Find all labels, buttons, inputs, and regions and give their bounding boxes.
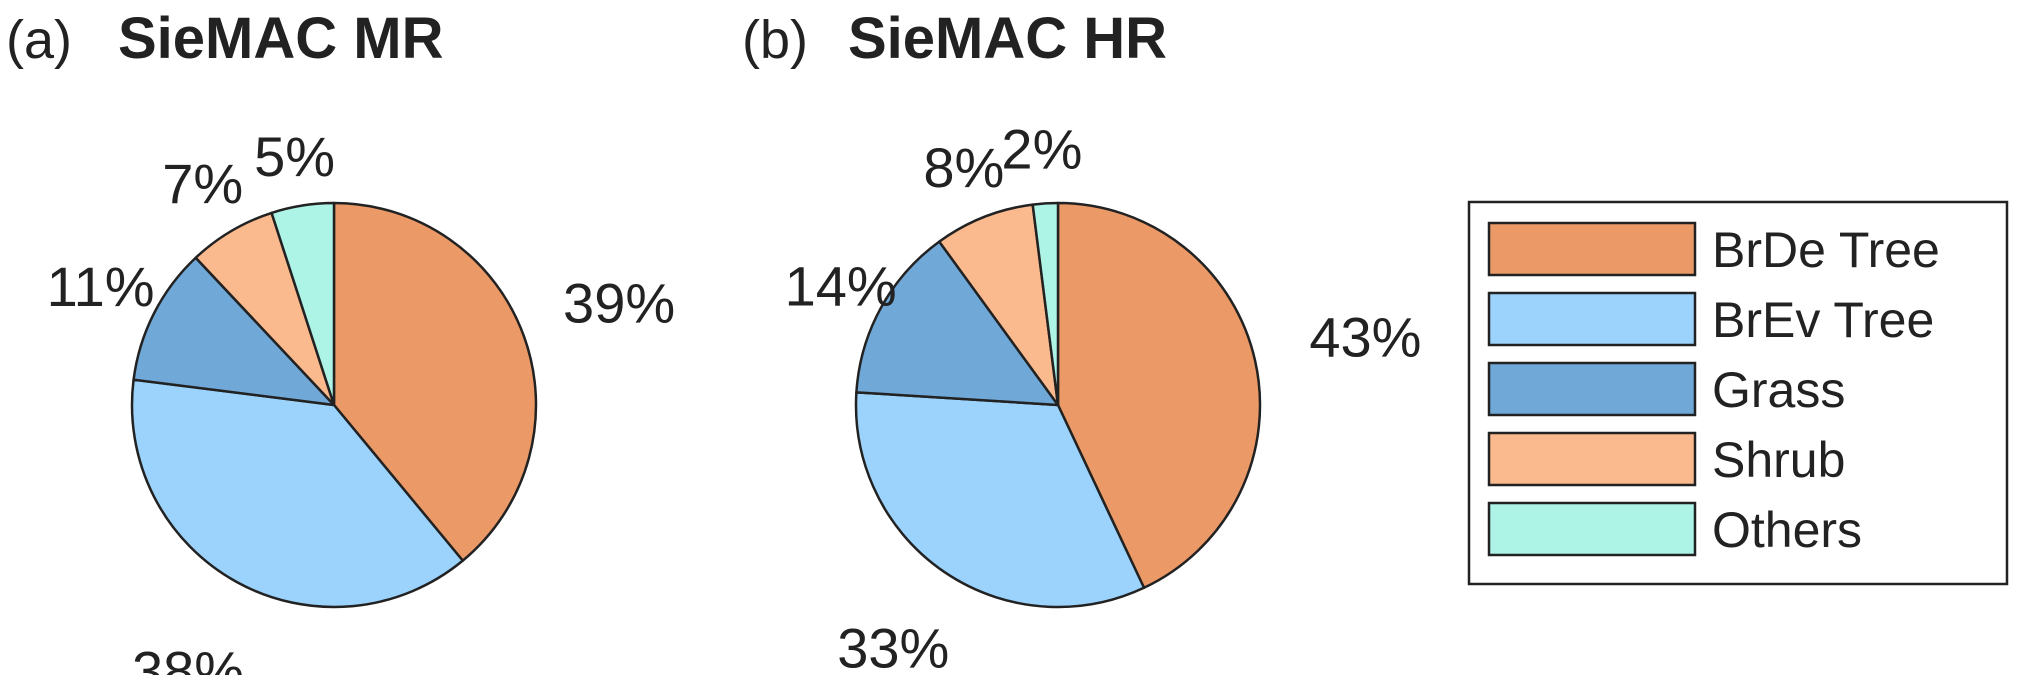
legend-swatch-brev-tree — [1487, 291, 1697, 347]
panel-a-slices — [130, 201, 538, 609]
pie-label-brde-tree: 43% — [1309, 305, 1421, 368]
pie-label-shrub: 8% — [923, 136, 1004, 199]
pie-slice-brde-tree — [1056, 201, 1262, 590]
panel-b-title: SieMAC HR — [848, 6, 1167, 71]
pie-slice-shrub — [938, 203, 1060, 407]
panel-a-title: SieMAC MR — [118, 6, 443, 71]
pie-slice-grass — [855, 240, 1060, 407]
legend-swatch-brde-tree — [1487, 221, 1697, 277]
pie-label-brde-tree: 39% — [563, 271, 675, 334]
panel-b-letter: (b) — [742, 10, 808, 70]
legend: BrDe Tree BrEv Tree Grass Shrub Others — [1467, 200, 2009, 586]
legend-entries: BrDe Tree BrEv Tree Grass Shrub Others — [1487, 221, 1940, 558]
pie-slice-others — [1031, 201, 1060, 407]
legend-swatch-others — [1487, 501, 1697, 557]
legend-swatch-grass — [1487, 361, 1697, 417]
pie-label-grass: 14% — [785, 255, 897, 318]
legend-label-brev-tree: BrEv Tree — [1712, 292, 1934, 348]
panel-b-slices — [854, 201, 1262, 609]
panel-a-labels: 39% 38% 11%7% 5% — [47, 125, 676, 675]
pie-label-brev-tree: 33% — [837, 616, 949, 675]
legend-swatch-shrub — [1487, 431, 1697, 487]
pie-label-others: 2% — [1001, 118, 1082, 181]
pie-slice-brev-tree — [854, 391, 1146, 609]
pie-label-grass: 11% — [47, 255, 155, 318]
panel-b: (b) SieMAC HR 43% 33% 14% 8%2% — [742, 6, 1421, 675]
panel-b-labels: 43% 33% 14% 8%2% — [785, 118, 1422, 675]
pie-slice-brde-tree — [332, 201, 538, 562]
pie-slice-grass — [132, 256, 336, 407]
legend-label-others: Others — [1712, 502, 1862, 558]
pie-slice-brev-tree — [130, 378, 465, 609]
legend-label-grass: Grass — [1712, 362, 1845, 418]
pie-label-brev-tree: 38% — [132, 640, 244, 675]
pie-slice-others — [270, 201, 336, 407]
panel-a: (a) SieMAC MR 39% 38% 11%7% 5% — [6, 6, 675, 675]
legend-label-shrub: Shrub — [1712, 432, 1845, 488]
pie-label-shrub: 7% — [162, 152, 243, 215]
pie-label-others: 5% — [254, 125, 335, 188]
panel-a-letter: (a) — [6, 10, 72, 70]
legend-label-brde-tree: BrDe Tree — [1712, 222, 1940, 278]
